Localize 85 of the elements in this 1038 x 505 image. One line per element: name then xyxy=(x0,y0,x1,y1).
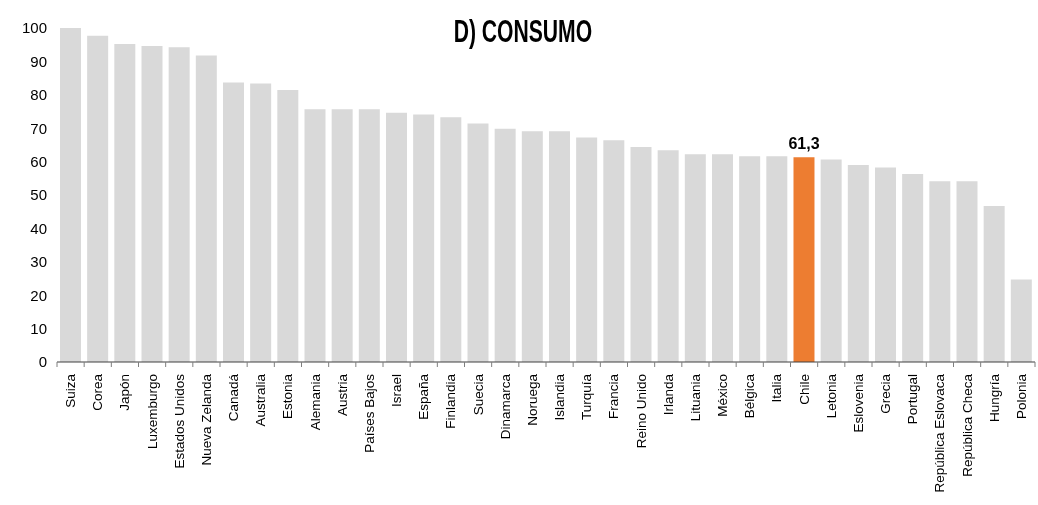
x-tick-label: Estados Unidos xyxy=(171,373,187,469)
x-tick-label: Eslovenia xyxy=(850,373,866,433)
x-tick-label: Chile xyxy=(796,374,812,405)
x-tick-label: Hungría xyxy=(986,373,1002,423)
bar xyxy=(576,137,598,362)
x-tick-label: Dinamarca xyxy=(497,373,513,440)
x-tick-label: Bélgica xyxy=(742,373,758,419)
bar xyxy=(87,35,109,362)
bar xyxy=(847,164,869,362)
x-tick-label: Austria xyxy=(334,373,350,417)
x-tick-label: Israel xyxy=(389,374,405,408)
bar xyxy=(59,28,81,362)
x-tick-label: Islandia xyxy=(552,373,568,421)
x-tick-label: Suiza xyxy=(63,373,79,408)
x-tick-label: Italia xyxy=(769,373,785,403)
y-tick-label: 50 xyxy=(30,186,47,204)
x-tick-label: Turquía xyxy=(579,373,595,421)
y-tick-label: 100 xyxy=(21,19,47,37)
bar xyxy=(195,55,217,362)
x-tick-label: Canadá xyxy=(226,373,242,422)
bar xyxy=(630,146,652,362)
x-tick-label: Japón xyxy=(117,374,133,411)
bar xyxy=(793,157,815,362)
bar xyxy=(929,181,951,362)
data-label: 61,3 xyxy=(788,135,820,153)
x-tick-label: Irlanda xyxy=(660,373,676,416)
x-tick-label: Nueva Zelanda xyxy=(198,373,214,466)
bar xyxy=(385,112,407,362)
bar xyxy=(168,47,190,362)
x-tick-label: España xyxy=(416,373,432,420)
x-tick-label: Estonia xyxy=(280,373,296,420)
bar xyxy=(902,173,924,362)
bar xyxy=(358,109,380,362)
bar xyxy=(413,114,435,362)
y-tick-label: 40 xyxy=(30,219,47,237)
bar xyxy=(956,181,978,362)
bar xyxy=(250,83,272,362)
bar xyxy=(494,128,516,362)
y-tick-label: 0 xyxy=(38,353,47,371)
x-tick-label: Francia xyxy=(606,373,622,420)
bar xyxy=(440,117,462,362)
x-tick-label: Luxemburgo xyxy=(144,374,160,450)
bar xyxy=(711,154,733,362)
bar xyxy=(114,44,136,362)
bar xyxy=(331,109,353,362)
x-tick-label: Corea xyxy=(90,373,106,411)
bar xyxy=(766,156,788,362)
x-tick-label: República Eslovaca xyxy=(932,373,948,493)
y-tick-label: 30 xyxy=(30,253,47,271)
bar xyxy=(657,150,679,362)
y-tick-label: 80 xyxy=(30,86,47,104)
x-tick-label: Portugal xyxy=(905,374,921,425)
x-tick-label: Reino Unido xyxy=(633,374,649,449)
y-tick-label: 90 xyxy=(30,52,47,70)
x-tick-label: Polonia xyxy=(1013,373,1029,420)
x-tick-label: Letonia xyxy=(823,373,839,419)
bar xyxy=(1010,279,1032,362)
y-tick-label: 60 xyxy=(30,152,47,170)
bar xyxy=(222,82,244,362)
bar xyxy=(820,159,842,362)
x-tick-label: Grecia xyxy=(878,373,894,414)
bar xyxy=(684,154,706,362)
bar xyxy=(548,131,570,362)
x-tick-label: República Checa xyxy=(959,373,975,477)
bar xyxy=(521,131,543,362)
bar xyxy=(277,90,299,362)
x-tick-label: Suecia xyxy=(470,373,486,416)
bar xyxy=(467,123,489,362)
x-tick-label: México xyxy=(715,374,731,417)
x-tick-label: Noruega xyxy=(524,373,540,426)
bar xyxy=(141,46,163,362)
bar xyxy=(304,109,326,362)
y-tick-label: 70 xyxy=(30,119,47,137)
x-tick-label: Lituania xyxy=(687,373,703,422)
x-tick-label: Países Bajos xyxy=(361,373,377,453)
bar xyxy=(739,156,761,362)
chart-title: D) CONSUMO xyxy=(453,13,593,49)
y-tick-label: 10 xyxy=(30,319,47,337)
x-tick-label: Alemania xyxy=(307,373,323,431)
x-tick-label: Australia xyxy=(253,373,269,427)
x-tick-label: Finlandia xyxy=(443,373,459,429)
bar xyxy=(874,167,896,362)
bar xyxy=(983,206,1005,362)
bar xyxy=(603,140,625,362)
y-tick-label: 20 xyxy=(30,286,47,304)
